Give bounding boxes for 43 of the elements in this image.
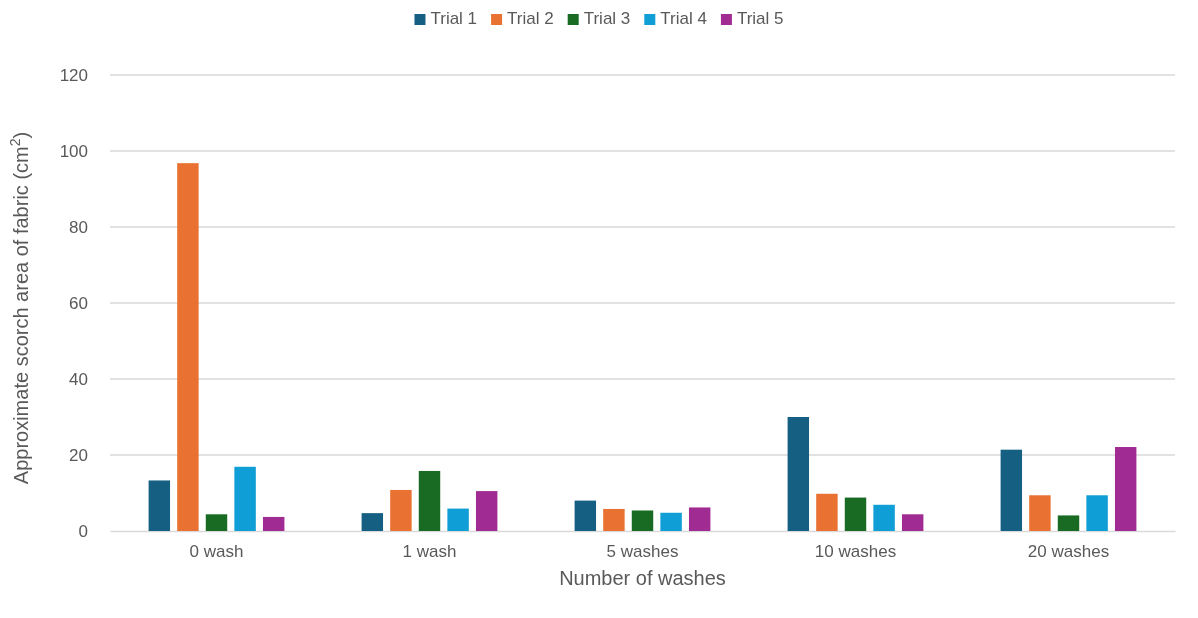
bar <box>631 510 654 531</box>
x-tick-label: 5 washes <box>606 542 679 562</box>
x-tick-label: 0 wash <box>189 542 244 562</box>
bar <box>603 508 625 531</box>
bar <box>390 489 412 531</box>
legend-label: Trial 3 <box>583 9 631 28</box>
bar <box>816 493 838 531</box>
legend-label: Trial 5 <box>736 9 784 28</box>
bar <box>234 466 256 531</box>
legend-label: Trial 4 <box>660 9 707 28</box>
bar <box>873 504 895 531</box>
bar <box>418 470 441 531</box>
y-tick-label: 0 <box>78 521 88 541</box>
x-axis-title: Number of washes <box>559 567 726 589</box>
bar <box>1057 515 1080 531</box>
x-tick-label: 1 wash <box>402 542 457 562</box>
y-tick-label: 80 <box>69 217 88 237</box>
bar <box>844 497 867 531</box>
bar <box>1086 495 1108 531</box>
y-tick-label: 100 <box>59 141 88 161</box>
bar <box>1114 447 1137 531</box>
bar <box>262 516 285 531</box>
bar <box>148 480 171 531</box>
bar <box>475 491 498 531</box>
bar <box>205 514 228 531</box>
x-tick-label: 10 washes <box>814 542 897 562</box>
bar <box>660 512 682 531</box>
bar <box>787 417 810 531</box>
x-tick-label: 20 washes <box>1027 542 1110 562</box>
bar <box>1029 495 1051 531</box>
y-tick-label: 120 <box>59 65 88 85</box>
bar <box>447 508 469 531</box>
legend-label: Trial 1 <box>430 9 478 28</box>
bar <box>574 500 597 531</box>
y-tick-label: 20 <box>69 445 88 465</box>
bar <box>901 514 924 531</box>
bar <box>688 507 711 531</box>
y-tick-label: 60 <box>69 293 88 313</box>
bar <box>361 513 384 531</box>
y-tick-label: 40 <box>69 369 88 389</box>
bar <box>1000 449 1023 531</box>
legend-label: Trial 2 <box>507 9 554 28</box>
bar <box>177 163 199 531</box>
